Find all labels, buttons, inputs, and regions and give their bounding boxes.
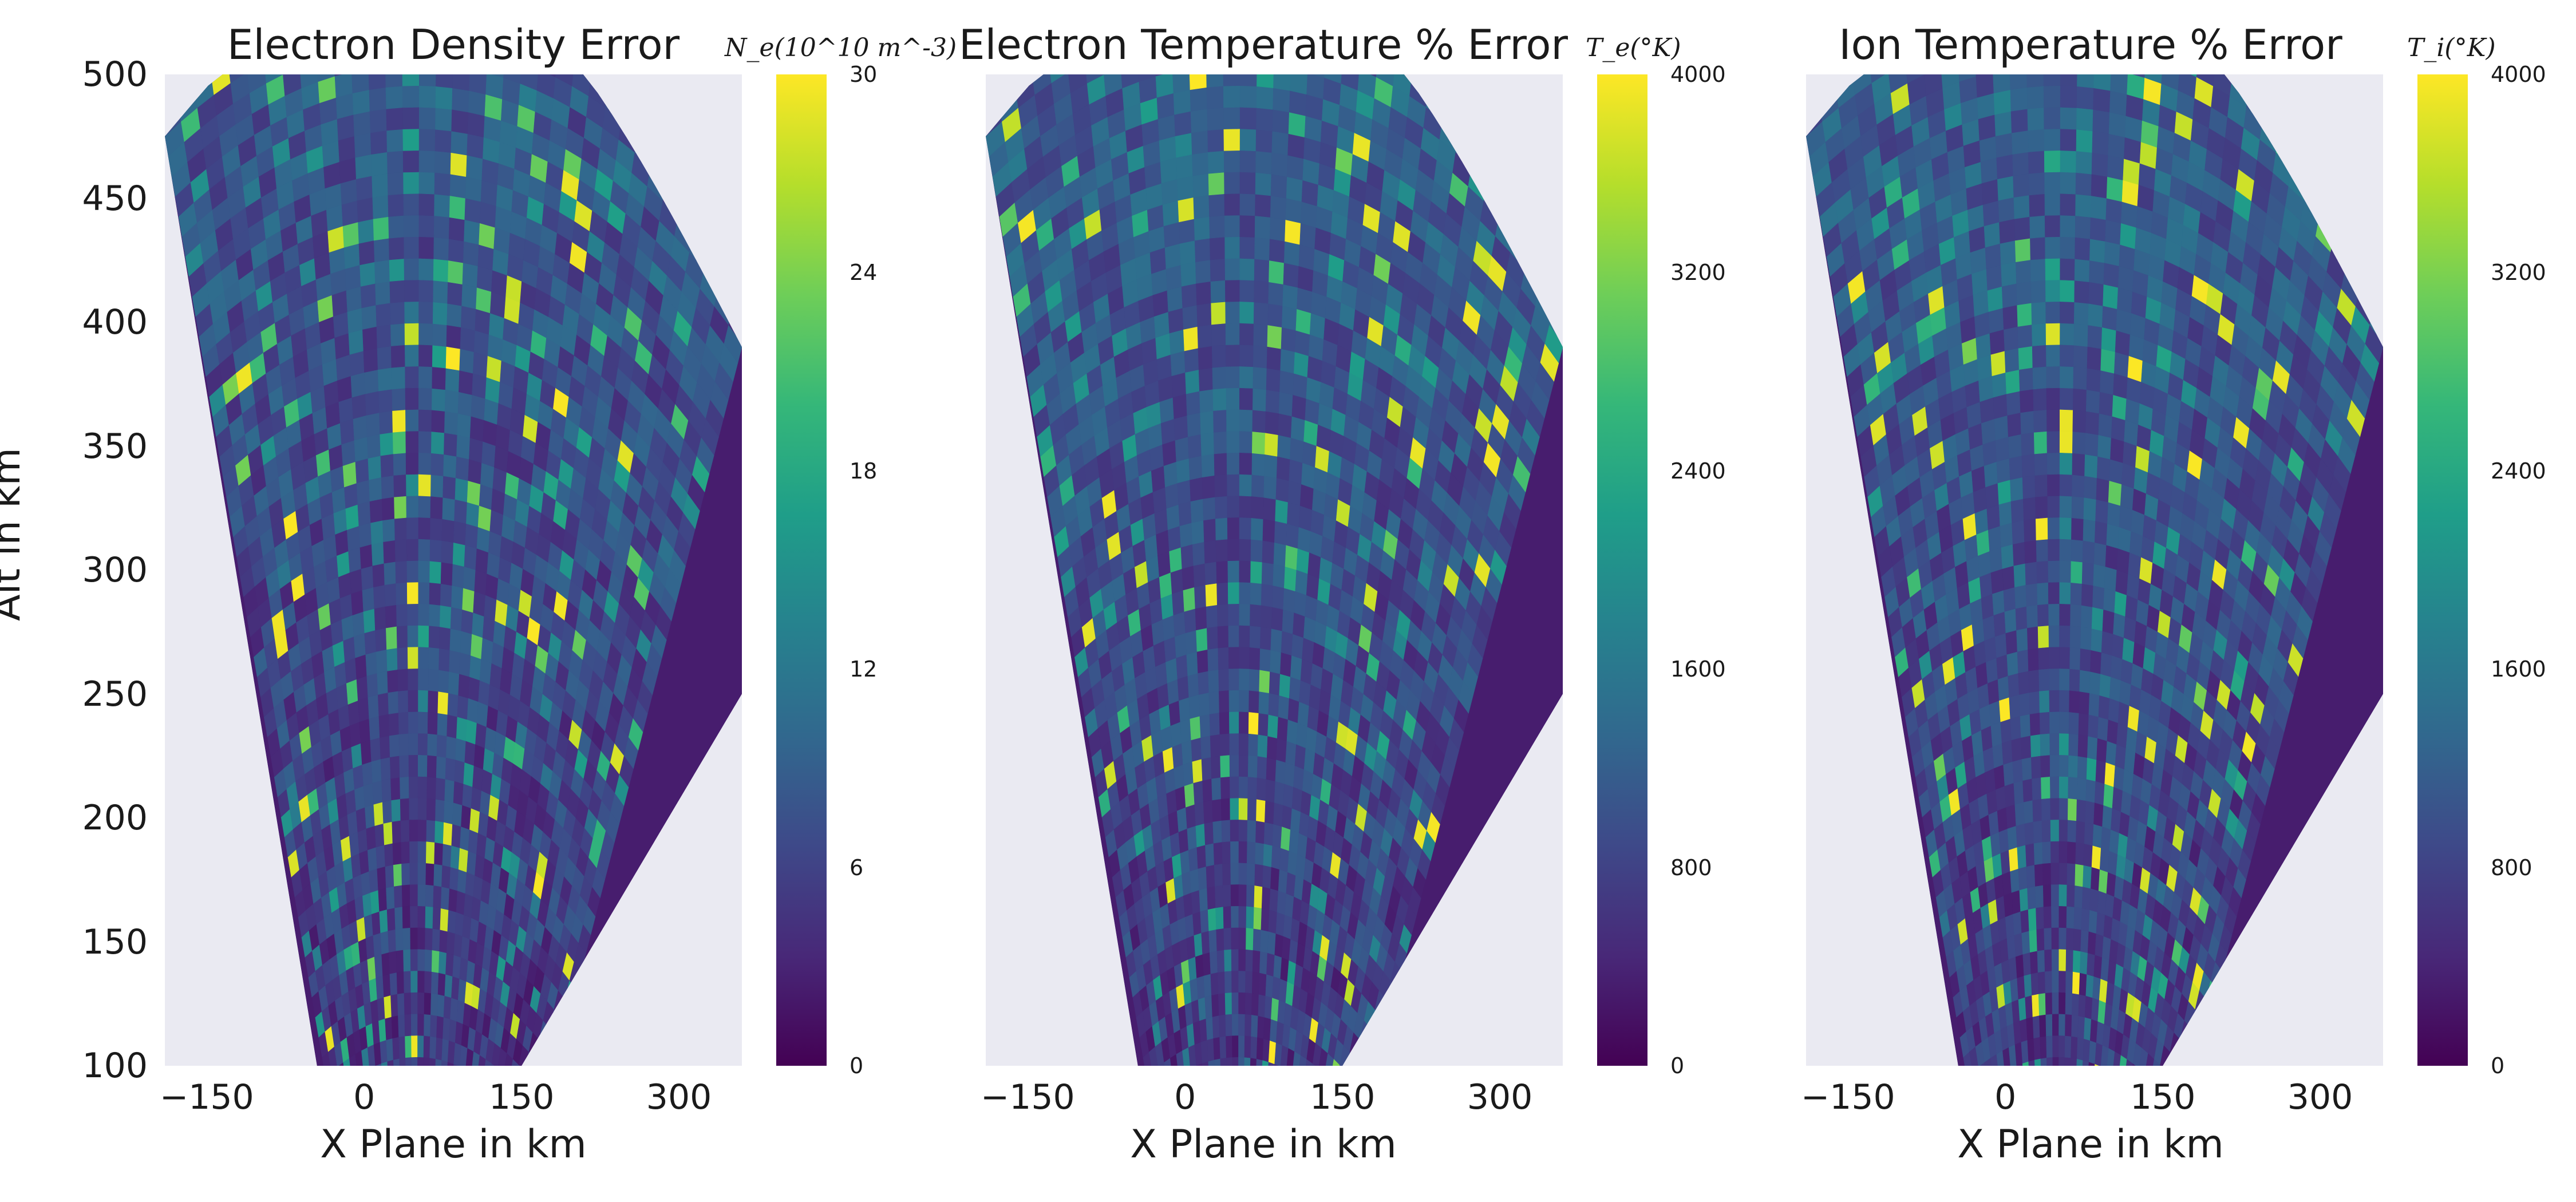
xtick-label-1-3: 300 (1467, 1077, 1533, 1117)
xtick-label-0-0: −150 (159, 1077, 254, 1117)
panel-title-density: Electron Density Error (227, 21, 680, 69)
colorbar-tick-1-4: 3200 (1670, 260, 1726, 286)
colorbar-tick-2-2: 1600 (2491, 657, 2546, 682)
colorbar-tick-0-4: 24 (850, 260, 878, 286)
xtick-label-0-1: 0 (353, 1077, 376, 1117)
ytick-label-2: 200 (82, 798, 148, 838)
xtick-label-2-1: 0 (1994, 1077, 2017, 1117)
ytick-label-6: 400 (82, 302, 148, 342)
colorbar-label-density: N_e(10^10 m^-3) (725, 33, 957, 62)
colorbar-tick-2-0: 0 (2491, 1053, 2505, 1078)
ytick-label-1: 150 (82, 922, 148, 962)
ytick-label-4: 300 (82, 550, 148, 590)
colorbar-tick-1-2: 1600 (1670, 657, 1726, 682)
panel-title-ion-temp: Ion Temperature % Error (1839, 21, 2342, 69)
ylabel-alt: Alt in km (0, 448, 29, 621)
colorbar-label-electron-temp: T_e(°K) (1586, 33, 1681, 62)
ytick-label-7: 450 (82, 178, 148, 219)
xtick-label-2-0: −150 (1800, 1077, 1895, 1117)
colorbar-tick-1-1: 800 (1670, 855, 1712, 880)
xlabel-ion-temp: X Plane in km (1957, 1122, 2224, 1167)
colorbar-tick-2-4: 3200 (2491, 260, 2546, 286)
colorbar-tick-2-5: 4000 (2491, 62, 2546, 87)
fan-heatmap-2 (1806, 74, 2383, 1066)
xtick-label-0-3: 300 (646, 1077, 712, 1117)
xlabel-electron-temp: X Plane in km (1130, 1122, 1397, 1167)
ytick-label-8: 500 (82, 54, 148, 94)
xtick-label-0-2: 150 (488, 1077, 555, 1117)
colorbar-tick-2-3: 2400 (2491, 458, 2546, 484)
xtick-label-1-2: 150 (1309, 1077, 1376, 1117)
colorbar-tick-0-2: 12 (850, 657, 878, 682)
fan-heatmap-0 (165, 74, 742, 1066)
colorbar-label-ion-temp: T_i(°K) (2407, 33, 2496, 62)
fan-heatmap-1 (986, 74, 1563, 1066)
xtick-label-1-0: −150 (980, 1077, 1075, 1117)
colorbar-2 (2417, 74, 2468, 1066)
colorbar-tick-1-0: 0 (1670, 1053, 1685, 1078)
xlabel-density: X Plane in km (320, 1122, 587, 1167)
colorbar-tick-1-5: 4000 (1670, 62, 1726, 87)
xtick-label-1-1: 0 (1174, 1077, 1196, 1117)
colorbar-tick-2-1: 800 (2491, 855, 2532, 880)
colorbar-1 (1597, 74, 1647, 1066)
ytick-label-5: 350 (82, 426, 148, 466)
xtick-label-2-3: 300 (2287, 1077, 2353, 1117)
colorbar-0 (776, 74, 827, 1066)
ytick-label-0: 100 (82, 1046, 148, 1086)
panel-title-electron-temp: Electron Temperature % Error (959, 21, 1568, 69)
ytick-label-3: 250 (82, 674, 148, 714)
colorbar-tick-1-3: 2400 (1670, 458, 1726, 484)
colorbar-tick-0-3: 18 (850, 458, 878, 484)
colorbar-tick-0-5: 30 (850, 62, 878, 87)
xtick-label-2-2: 150 (2129, 1077, 2196, 1117)
colorbar-tick-0-0: 0 (850, 1053, 864, 1078)
colorbar-tick-0-1: 6 (850, 855, 864, 880)
